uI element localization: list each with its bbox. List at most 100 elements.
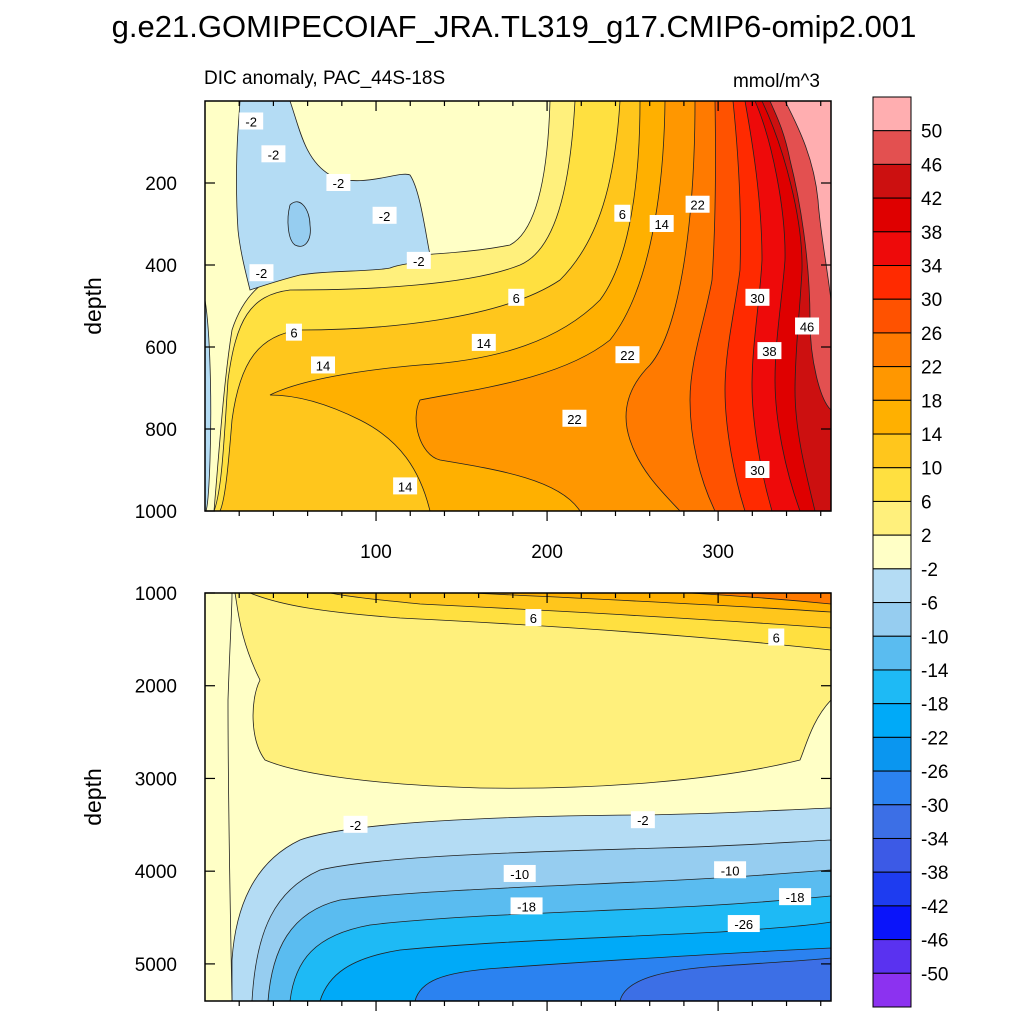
upper-contour-label-text: 38: [762, 344, 776, 359]
colorbar-label: 30: [921, 290, 942, 311]
colorbar-label: -6: [921, 594, 938, 615]
lower-panel-frame: [204, 592, 832, 1002]
colorbar-label: -14: [921, 661, 949, 682]
upper-contour-label-bg: [285, 323, 302, 341]
colorbar-label: -2: [921, 560, 938, 581]
colorbar-swatch: [872, 534, 912, 570]
lower-contour-label-bg: [727, 915, 760, 933]
lower-band-2: [234, 593, 831, 789]
colorbar-label: -34: [921, 829, 949, 850]
upper-contour-label: 46: [795, 317, 820, 335]
colorbar-label: 6: [921, 492, 932, 513]
lower-contour-label: -10: [503, 864, 536, 882]
lower-contour-field: [205, 593, 831, 1001]
colorbar-label: -46: [921, 931, 948, 952]
lower-panel: 1000 2000 3000 4000 5000 6 6 -2 -2 -10 -10 -18 -18 -…: [80, 584, 832, 1011]
upper-contour-label-bg: [239, 112, 264, 130]
colorbar-swatch: [872, 635, 912, 671]
colorbar-label: 18: [921, 391, 942, 412]
upper-contour-label-text: 22: [567, 412, 581, 427]
colorbar: 50 46 42 38 34 30 26 22 18 14 10 6 2 -2 -6 -10 -14 -18 -22…: [872, 96, 949, 1008]
upper-contour-label-text: 22: [690, 198, 704, 213]
upper-contour-label-text: 14: [398, 479, 412, 494]
colorbar-swatch: [872, 433, 912, 469]
upper-contour-label-text: 6: [619, 207, 626, 222]
colorbar-swatch: [872, 231, 912, 267]
lower-contour-label-text: 6: [773, 631, 780, 646]
lower-ytick-label: 4000: [135, 862, 177, 883]
upper-contour-label: -2: [326, 174, 351, 191]
upper-ytick-label: 600: [145, 338, 177, 359]
upper-contour-label-bg: [393, 477, 418, 495]
lower-contour-label: -2: [343, 815, 368, 833]
figure-title: g.e21.GOMIPECOIAF_JRA.TL319_g17.CMIP6-om…: [112, 9, 917, 44]
upper-contour-label-bg: [406, 251, 431, 269]
lower-contour-label: 6: [768, 628, 785, 646]
upper-contour-label: 22: [685, 195, 710, 213]
upper-contour-label: 6: [508, 288, 525, 306]
upper-band-left-edge: [205, 299, 212, 511]
colorbar-label: 38: [921, 223, 942, 244]
upper-ytick-label: 800: [145, 420, 177, 441]
upper-panel: DIC anomaly, PAC_44S-18S mmol/m^3 200 400…: [80, 68, 832, 563]
colorbar-swatch: [872, 804, 912, 839]
colorbar-swatch: [872, 197, 912, 233]
lower-ytick-label: 1000: [135, 584, 177, 605]
upper-contour-label-text: -2: [256, 266, 268, 281]
lower-ytick-label: 5000: [135, 955, 177, 976]
upper-panel-frame: [204, 100, 832, 512]
upper-contour-label: 14: [393, 477, 418, 495]
upper-contour-label-bg: [649, 215, 674, 232]
upper-contour-label-bg: [562, 409, 587, 427]
colorbar-swatch: [872, 602, 912, 637]
upper-band-50: [784, 101, 831, 301]
lower-ytick-label: 2000: [135, 677, 177, 698]
upper-contour-label-bg: [261, 145, 286, 163]
upper-xtick-label: 200: [531, 542, 563, 563]
upper-x-ticks: 100 200 300: [238, 101, 822, 563]
lower-y-ticks: 1000 2000 3000 4000 5000: [135, 584, 831, 976]
upper-xtick-label: 100: [360, 542, 392, 563]
lower-contour-label-text: -18: [517, 899, 536, 914]
colorbar-label: 42: [921, 189, 942, 210]
upper-contour-label-bg: [508, 288, 525, 306]
upper-contour-label: 14: [471, 333, 496, 351]
upper-ytick-label: 400: [145, 256, 177, 277]
colorbar-label: -38: [921, 863, 948, 884]
upper-contour-label: 14: [649, 215, 674, 232]
colorbar-label: -10: [921, 627, 948, 648]
lower-contour-label: -10: [714, 861, 747, 879]
upper-contour-label-text: -2: [245, 115, 257, 130]
lower-contour-label: -18: [779, 888, 812, 906]
upper-contour-label: 38: [757, 342, 782, 360]
upper-contour-label-bg: [745, 288, 770, 306]
colorbar-swatch: [872, 130, 912, 165]
upper-band-neg10: [287, 201, 311, 247]
upper-contour-label: 22: [615, 346, 640, 364]
upper-contour-label-bg: [757, 342, 782, 360]
lower-contour-label-text: -10: [510, 867, 529, 882]
upper-contour-field: [205, 101, 831, 511]
lower-contour-label-text: -26: [734, 917, 753, 932]
colorbar-swatch: [872, 837, 912, 873]
colorbar-swatch: [872, 736, 912, 772]
upper-contour-label: 6: [614, 204, 631, 222]
colorbar-swatch: [872, 332, 912, 368]
lower-contour-label-bg: [768, 628, 785, 646]
colorbar-swatch: [872, 500, 912, 536]
upper-ytick-label: 1000: [135, 502, 177, 523]
upper-contour-label-bg: [311, 356, 336, 374]
upper-contour-label: -2: [249, 264, 274, 282]
colorbar-swatch: [872, 265, 912, 300]
upper-contour-label-text: 6: [513, 291, 520, 306]
upper-contour-label-bg: [471, 333, 496, 351]
upper-contour-label-text: -2: [333, 176, 345, 191]
lower-contour-label: -18: [510, 897, 543, 915]
upper-contour-label: 30: [745, 461, 770, 478]
lower-contour-label-bg: [779, 888, 812, 906]
upper-panel-subtitle: DIC anomaly, PAC_44S-18S: [204, 68, 445, 89]
colorbar-swatch: [872, 703, 912, 738]
upper-contour-label-bg: [795, 317, 820, 335]
lower-contour-label-text: -2: [637, 813, 649, 828]
